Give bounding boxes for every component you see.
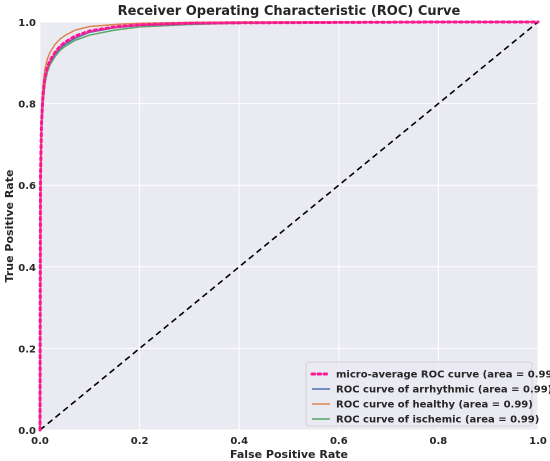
x-tick-label: 0.4 [230,436,248,447]
legend-entry-label: micro-average ROC curve (area = 0.99) [336,370,550,381]
y-axis-label: True Positive Rate [3,170,16,283]
x-tick-label: 0.0 [31,436,49,447]
series-line-0 [38,20,540,432]
legend-box [305,361,533,427]
x-axis-label: False Positive Rate [230,448,348,461]
y-tick-label: 0.4 [18,263,36,274]
x-tick-label: 0.8 [430,436,448,447]
chart-title: Receiver Operating Characteristic (ROC) … [118,4,461,19]
series-lines [38,20,540,432]
legend-entry-label: ROC curve of healthy (area = 0.99) [336,400,533,411]
tick-labels: 0.0 0.2 0.4 0.6 0.8 1.0 0.0 0.2 0.4 0.6 0.8 1.0 [18,18,547,447]
chance-diagonal-line [39,21,539,431]
legend-items: micro-average ROC curve (area = 0.99) ROC… [310,370,550,426]
y-tick-label: 0.2 [18,344,36,355]
x-tick-label: 1.0 [529,436,547,447]
legend-entry-label: ROC curve of ischemic (area = 0.99) [336,415,539,426]
legend: micro-average ROC curve (area = 0.99) ROC… [305,361,550,427]
y-tick-label: 0.0 [18,426,36,437]
y-tick-label: 0.6 [18,181,36,192]
x-tick-label: 0.2 [131,436,149,447]
grid-lines [39,21,539,431]
legend-entry-label: ROC curve of arrhythmic (area = 0.99) [336,385,550,396]
y-tick-label: 1.0 [18,18,36,29]
x-tick-label: 0.6 [330,436,348,447]
y-tick-label: 0.8 [18,100,36,111]
